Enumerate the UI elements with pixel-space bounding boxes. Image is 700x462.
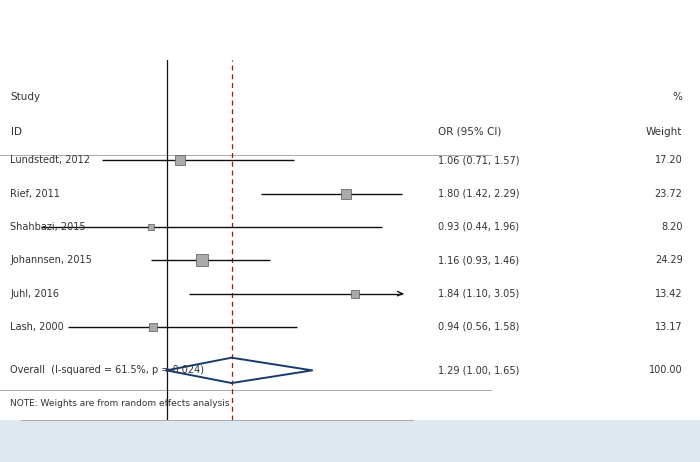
Text: 8.20: 8.20 — [661, 222, 682, 232]
Text: 1.80 (1.42, 2.29): 1.80 (1.42, 2.29) — [438, 188, 519, 199]
Text: Lundstedt, 2012: Lundstedt, 2012 — [10, 155, 90, 165]
Text: %: % — [673, 92, 682, 102]
Text: 0.94 (0.56, 1.58): 0.94 (0.56, 1.58) — [438, 322, 519, 332]
Text: Overall  (I-squared = 61.5%, p = 0.024): Overall (I-squared = 61.5%, p = 0.024) — [10, 365, 204, 375]
Text: Johannsen, 2015: Johannsen, 2015 — [10, 255, 92, 265]
Text: 1.06 (0.71, 1.57): 1.06 (0.71, 1.57) — [438, 155, 519, 165]
Text: Juhl, 2016: Juhl, 2016 — [10, 289, 60, 298]
Text: 1.16 (0.93, 1.46): 1.16 (0.93, 1.46) — [438, 255, 519, 265]
Text: Shahbazi, 2015: Shahbazi, 2015 — [10, 222, 86, 232]
Text: 1.29 (1.00, 1.65): 1.29 (1.00, 1.65) — [438, 365, 519, 375]
Text: 17.20: 17.20 — [654, 155, 682, 165]
Text: 0.93 (0.44, 1.96): 0.93 (0.44, 1.96) — [438, 222, 519, 232]
Text: Lash, 2000: Lash, 2000 — [10, 322, 64, 332]
Text: OR (95% CI): OR (95% CI) — [438, 127, 501, 137]
Text: Weight: Weight — [646, 127, 682, 137]
Text: 13.42: 13.42 — [655, 289, 682, 298]
Text: 13.17: 13.17 — [655, 322, 682, 332]
Text: 100.00: 100.00 — [649, 365, 682, 375]
Text: ID: ID — [10, 127, 22, 137]
Text: Rief, 2011: Rief, 2011 — [10, 188, 60, 199]
Text: NOTE: Weights are from random effects analysis: NOTE: Weights are from random effects an… — [10, 399, 230, 408]
Text: Study: Study — [10, 92, 41, 102]
Text: 1.84 (1.10, 3.05): 1.84 (1.10, 3.05) — [438, 289, 519, 298]
Text: 24.29: 24.29 — [654, 255, 682, 265]
Text: 23.72: 23.72 — [654, 188, 682, 199]
